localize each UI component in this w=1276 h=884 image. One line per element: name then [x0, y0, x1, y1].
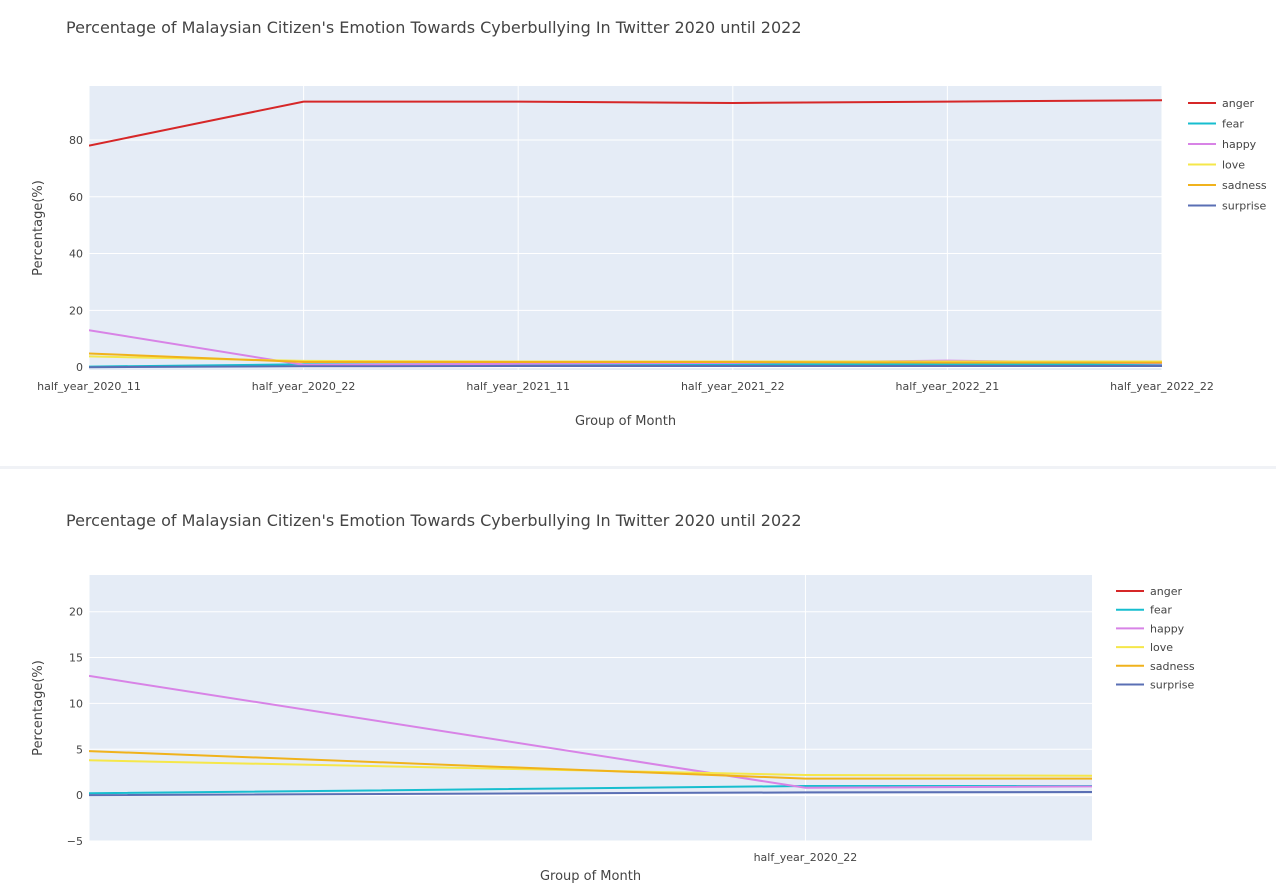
legend-label-happy: happy	[1150, 622, 1185, 635]
x-tick-label: half_year_2020_22	[252, 380, 356, 393]
y-tick-label: 40	[69, 248, 83, 261]
y-tick-label: 0	[76, 361, 83, 374]
legend-label-surprise: surprise	[1150, 679, 1195, 692]
legend-label-sadness: sadness	[1222, 179, 1267, 192]
series-line-happy	[89, 674, 1092, 789]
legend-label-fear: fear	[1222, 118, 1244, 131]
x-axis-title: Group of Month	[575, 414, 676, 429]
legend-label-happy: happy	[1222, 138, 1257, 151]
x-tick-label: half_year_2020_22	[754, 851, 858, 864]
x-tick-label: half_year_2022_21	[896, 380, 1000, 393]
chart-1-title: Percentage of Malaysian Citizen's Emotio…	[66, 18, 802, 37]
chart-1: 0 20 40 60 80 half_year_2020_11 half_year_2020…	[31, 86, 1267, 429]
legend-label-love: love	[1150, 641, 1173, 654]
x-tick-label: half_year_2022_22	[1110, 380, 1214, 393]
y-tick-label: 20	[69, 606, 83, 619]
x-axis-title: Group of Month	[540, 869, 641, 884]
y-tick-label: 20	[69, 304, 83, 317]
y-tick-label: 10	[69, 697, 83, 710]
series-line-love	[89, 759, 1092, 777]
legend-label-anger: anger	[1150, 585, 1182, 598]
series-line-anger	[89, 99, 1162, 147]
x-tick-label: half_year_2021_11	[466, 380, 570, 393]
plot-area	[89, 86, 1162, 370]
legend-label-fear: fear	[1150, 604, 1172, 617]
y-tick-label: 80	[69, 134, 83, 147]
chart-separator	[0, 466, 1276, 469]
y-axis-title: Percentage(%)	[31, 180, 46, 276]
x-tick-label: half_year_2021_22	[681, 380, 785, 393]
series-line-fear	[89, 785, 1092, 795]
series-line-sadness	[89, 750, 1092, 780]
series-line-sadness	[89, 352, 1162, 364]
legend-label-love: love	[1222, 159, 1245, 172]
y-tick-label: 15	[69, 652, 83, 665]
series-line-surprise	[89, 791, 1092, 797]
y-tick-label: 5	[76, 743, 83, 756]
chart-2: −5 0 5 10 15 20 half_year_2020_22 Group of Mont…	[31, 575, 1195, 884]
y-tick-label: 60	[69, 191, 83, 204]
chart-2-title: Percentage of Malaysian Citizen's Emotio…	[66, 511, 802, 530]
y-tick-label: 0	[76, 789, 83, 802]
legend-label-sadness: sadness	[1150, 660, 1195, 673]
legend-label-anger: anger	[1222, 97, 1254, 110]
plot-area	[89, 575, 1092, 841]
legend-label-surprise: surprise	[1222, 200, 1267, 213]
x-tick-label: half_year_2020_11	[37, 380, 141, 393]
y-axis-title: Percentage(%)	[31, 660, 46, 756]
series-line-surprise	[89, 365, 1162, 369]
y-tick-label: −5	[67, 835, 83, 848]
